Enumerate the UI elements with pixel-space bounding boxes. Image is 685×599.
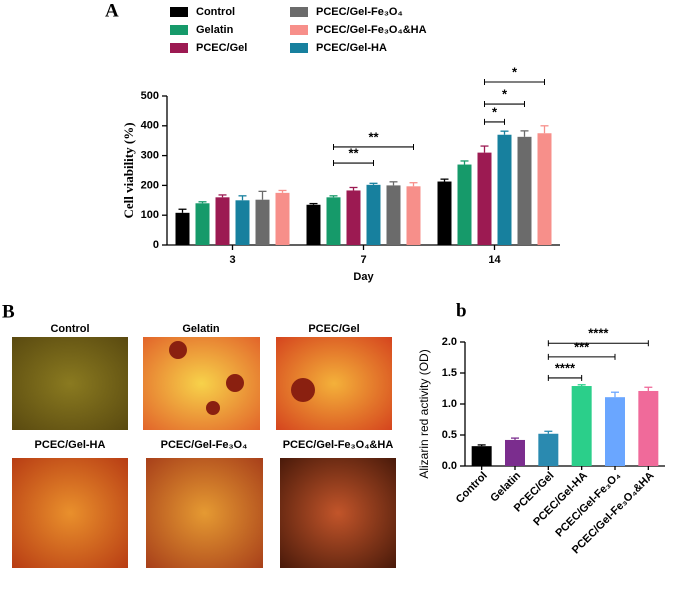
bar: [306, 204, 321, 245]
legend-label: PCEC/Gel: [196, 42, 247, 54]
micrograph-label: Gelatin: [182, 323, 220, 335]
y-tick-label: 300: [141, 150, 159, 162]
bar: [386, 185, 401, 245]
significance-label: ****: [555, 360, 576, 375]
x-axis-label: Day: [353, 271, 374, 283]
significance-label: **: [348, 145, 359, 160]
panel-letter: b: [456, 300, 467, 321]
micrograph: [12, 337, 128, 430]
y-tick-label: 500: [141, 90, 159, 102]
significance-label: **: [368, 129, 379, 144]
bar: [215, 197, 230, 245]
bar: [605, 397, 625, 466]
micrograph: [12, 458, 128, 568]
legend-swatch: [290, 7, 308, 17]
bar: [471, 446, 492, 466]
bar: [175, 212, 190, 245]
y-tick-label: 0.0: [442, 460, 457, 472]
significance-label: ***: [574, 339, 590, 354]
micrograph-panel: [12, 337, 396, 568]
micrograph: [146, 458, 263, 568]
y-tick-label: 0: [153, 239, 159, 251]
micrograph-label: PCEC/Gel: [308, 323, 359, 335]
panel-letter: B: [2, 301, 15, 322]
y-tick-label: 100: [141, 209, 159, 221]
bar: [437, 181, 452, 245]
x-tick-label: Control: [454, 470, 490, 506]
y-tick-label: 400: [141, 120, 159, 132]
bar: [346, 190, 361, 245]
legend-swatch: [290, 25, 308, 35]
bar: [537, 133, 552, 245]
y-axis-label: Cell viability (%): [121, 122, 136, 218]
legend-label: PCEC/Gel-Fe₃O₄: [316, 6, 403, 18]
bar: [326, 197, 341, 245]
legend-label: Gelatin: [196, 24, 234, 36]
x-tick-label: 7: [360, 254, 366, 266]
bar: [195, 203, 210, 245]
significance-label: ****: [588, 326, 609, 341]
legend-swatch: [170, 43, 188, 53]
bar: [517, 136, 532, 245]
y-tick-label: 0.5: [442, 429, 457, 441]
bar: [497, 134, 512, 245]
significance-label: *: [502, 86, 508, 101]
panel-letter: A: [105, 0, 119, 21]
significance-label: *: [512, 64, 518, 79]
micrograph-label: PCEC/Gel-Fe₃O₄: [161, 439, 248, 451]
bar: [638, 390, 659, 466]
bar: [275, 192, 290, 245]
legend-swatch: [170, 25, 188, 35]
micrograph-label: Control: [50, 323, 89, 335]
bar: [571, 386, 592, 466]
legend-label: Control: [196, 6, 235, 18]
x-tick-label: 14: [488, 254, 501, 266]
bar: [538, 433, 559, 466]
micrograph: [280, 458, 396, 568]
x-tick-label: 3: [229, 254, 235, 266]
y-tick-label: 2.0: [442, 336, 457, 348]
legend-swatch: [170, 7, 188, 17]
nodule: [291, 378, 315, 402]
legend-swatch: [290, 43, 308, 53]
y-tick-label: 1.5: [442, 367, 457, 379]
y-axis-label: Alizarin red activity (OD): [417, 349, 431, 478]
bar: [235, 200, 250, 245]
nodule: [226, 374, 244, 392]
nodule: [169, 341, 187, 359]
bar: [477, 152, 492, 245]
bar: [406, 186, 421, 245]
bar: [255, 199, 270, 245]
legend-label: PCEC/Gel-Fe₃O₄&HA: [316, 24, 427, 36]
bar: [505, 439, 525, 466]
y-tick-label: 200: [141, 179, 159, 191]
bar: [366, 184, 381, 245]
legend-label: PCEC/Gel-HA: [316, 42, 387, 54]
bar: [457, 164, 472, 245]
significance-label: *: [492, 104, 498, 119]
nodule: [206, 401, 220, 415]
micrograph-label: PCEC/Gel-HA: [35, 439, 106, 451]
y-tick-label: 1.0: [442, 398, 457, 410]
micrograph-label: PCEC/Gel-Fe₃O₄&HA: [283, 439, 394, 451]
